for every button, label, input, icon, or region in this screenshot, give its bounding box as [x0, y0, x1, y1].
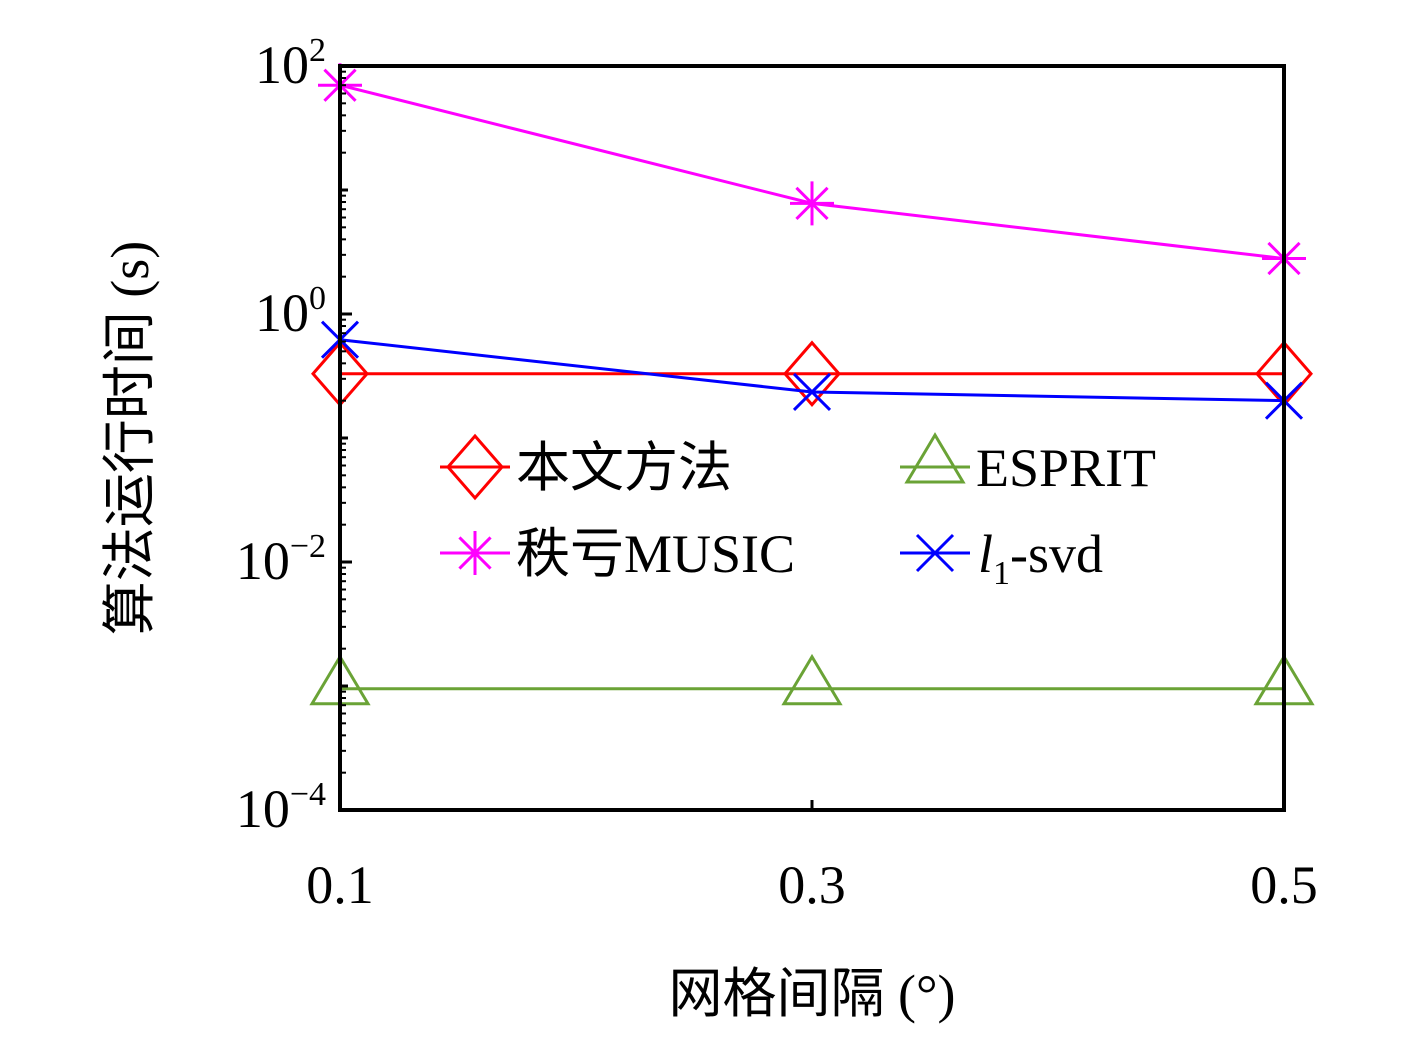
plot-data [309, 63, 1315, 706]
legend-item-asterisk: 秩亏MUSIC [440, 524, 795, 584]
legend-item-diamond: 本文方法 [440, 433, 732, 501]
series-diamond [311, 340, 1313, 407]
y-tick-label-0: 102 [255, 32, 326, 95]
legend-label-triangle: ESPRIT [976, 438, 1156, 498]
data-point-diamond-1 [783, 340, 841, 407]
y-axis-tick-labels: 102 100 10−2 10−4 [236, 32, 326, 839]
legend-marker-triangle [904, 432, 966, 484]
legend-item-x: l1-svd [900, 524, 1103, 592]
x-axis-title: 网格间隔 (°) [668, 964, 955, 1024]
legend-label-asterisk: 秩亏MUSIC [516, 524, 795, 584]
x-tick-label-2: 0.5 [1250, 855, 1318, 915]
series-triangle [309, 653, 1315, 706]
legend-label-diamond: 本文方法 [516, 438, 732, 498]
x-tick-label-1: 0.3 [778, 855, 846, 915]
legend-marker-asterisk [453, 531, 497, 575]
y-tick-label-3: 10−4 [236, 776, 326, 839]
data-point-x-1 [792, 372, 832, 412]
x-tick-label-0: 0.1 [306, 855, 374, 915]
data-point-triangle-1 [781, 653, 843, 706]
legend-marker-x [915, 533, 955, 573]
legend: 本文方法 ESPRIT 秩亏MUSIC l1-svd [440, 432, 1156, 592]
series-line-asterisk [339, 83, 1285, 261]
series-asterisk [318, 63, 1306, 281]
legend-label-x: l1-svd [978, 524, 1103, 592]
y-axis-title: 算法运行时间 (s) [100, 241, 160, 635]
axis-ticks [338, 64, 1286, 812]
x-axis-tick-labels: 0.1 0.3 0.5 [306, 855, 1318, 915]
y-tick-label-2: 10−2 [236, 528, 326, 591]
legend-marker-diamond [446, 433, 504, 501]
data-point-asterisk-1 [790, 181, 834, 226]
legend-item-triangle: ESPRIT [900, 432, 1156, 498]
y-tick-label-1: 100 [255, 280, 326, 343]
